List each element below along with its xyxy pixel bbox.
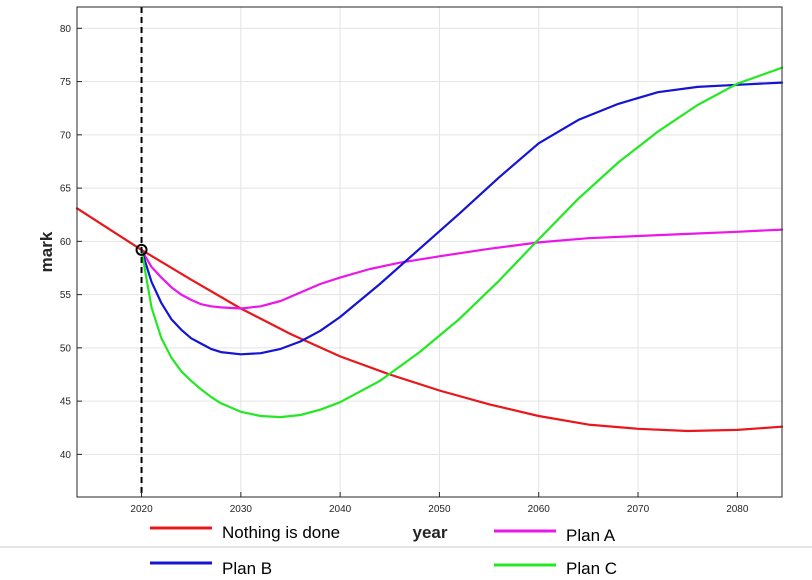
plot-frame [76,6,783,498]
x-tick-label: 2060 [528,504,551,515]
tick-labels: 2020 2030 2040 2050 2060 2070 2080 40 45 50 55 60 65… [60,24,749,515]
x-tick-label: 2020 [130,504,153,515]
legend-item-nothing-is-done: Nothing is done [150,523,340,542]
legend-item-plan-c: Plan C [494,559,617,578]
legend-label-plan-a: Plan A [566,526,616,545]
x-tick-label: 2040 [329,504,352,515]
series-line-nothing-is-done [75,207,784,433]
series-line-plan-b [140,81,784,356]
series-lines [75,66,784,433]
x-tick-label: 2030 [230,504,253,515]
legend: Nothing is done Plan A Plan B Plan C [150,523,617,578]
legend-item-plan-b: Plan B [150,559,272,578]
legend-item-plan-a: Plan A [494,526,616,545]
legend-label-plan-c: Plan C [566,559,617,578]
annotations [135,7,148,497]
x-tick-label: 2080 [726,504,749,515]
x-tick-label: 2050 [428,504,451,515]
y-tick-label: 60 [60,237,72,248]
grid-lines [77,7,782,497]
series-line-plan-c [140,66,784,419]
series-line-plan-a [140,228,784,310]
y-tick-label: 45 [60,397,72,408]
plot-background [77,7,782,497]
reference-point-marker [135,243,148,256]
y-tick-label: 65 [60,184,72,195]
y-axis-title: mark [37,231,56,272]
y-tick-label: 40 [60,450,72,461]
y-tick-label: 80 [60,24,72,35]
legend-label-plan-b: Plan B [222,559,272,578]
y-tick-label: 70 [60,130,72,141]
x-tick-label: 2070 [627,504,650,515]
y-tick-label: 50 [60,343,72,354]
y-tick-label: 75 [60,77,72,88]
y-tick-label: 55 [60,290,72,301]
x-axis-title: year [413,523,448,542]
legend-label-nothing-is-done: Nothing is done [222,523,340,542]
